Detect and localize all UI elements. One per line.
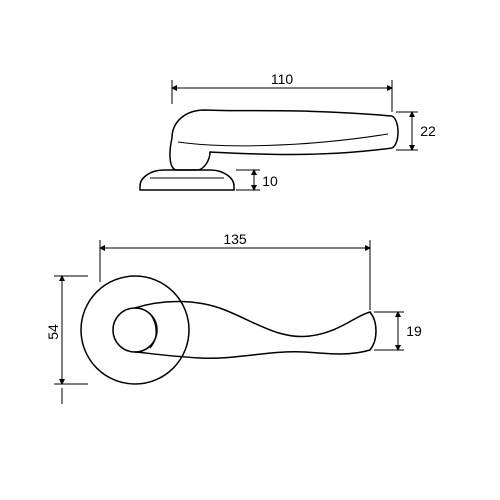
side-lever-outline [170, 110, 398, 170]
dim-19-label: 19 [406, 323, 422, 339]
dim-54-label: 54 [45, 324, 61, 340]
front-rose-outer [81, 276, 189, 384]
dim-19: 19 [374, 312, 422, 350]
front-view: 135 54 19 [45, 231, 422, 404]
dim-22-label: 22 [420, 123, 436, 139]
side-rose-outline [140, 170, 234, 190]
dim-110: 110 [172, 71, 392, 112]
side-lever-seam [178, 134, 388, 146]
dim-135: 135 [100, 231, 370, 310]
technical-drawing: 110 22 10 135 [0, 0, 500, 500]
dim-22: 22 [396, 112, 436, 150]
dim-10: 10 [236, 170, 278, 190]
dim-135-label: 135 [223, 231, 247, 247]
dim-110-label: 110 [271, 71, 294, 87]
side-view: 110 22 10 [140, 71, 436, 190]
front-lever-outline [135, 302, 376, 359]
dim-10-label: 10 [262, 173, 278, 189]
